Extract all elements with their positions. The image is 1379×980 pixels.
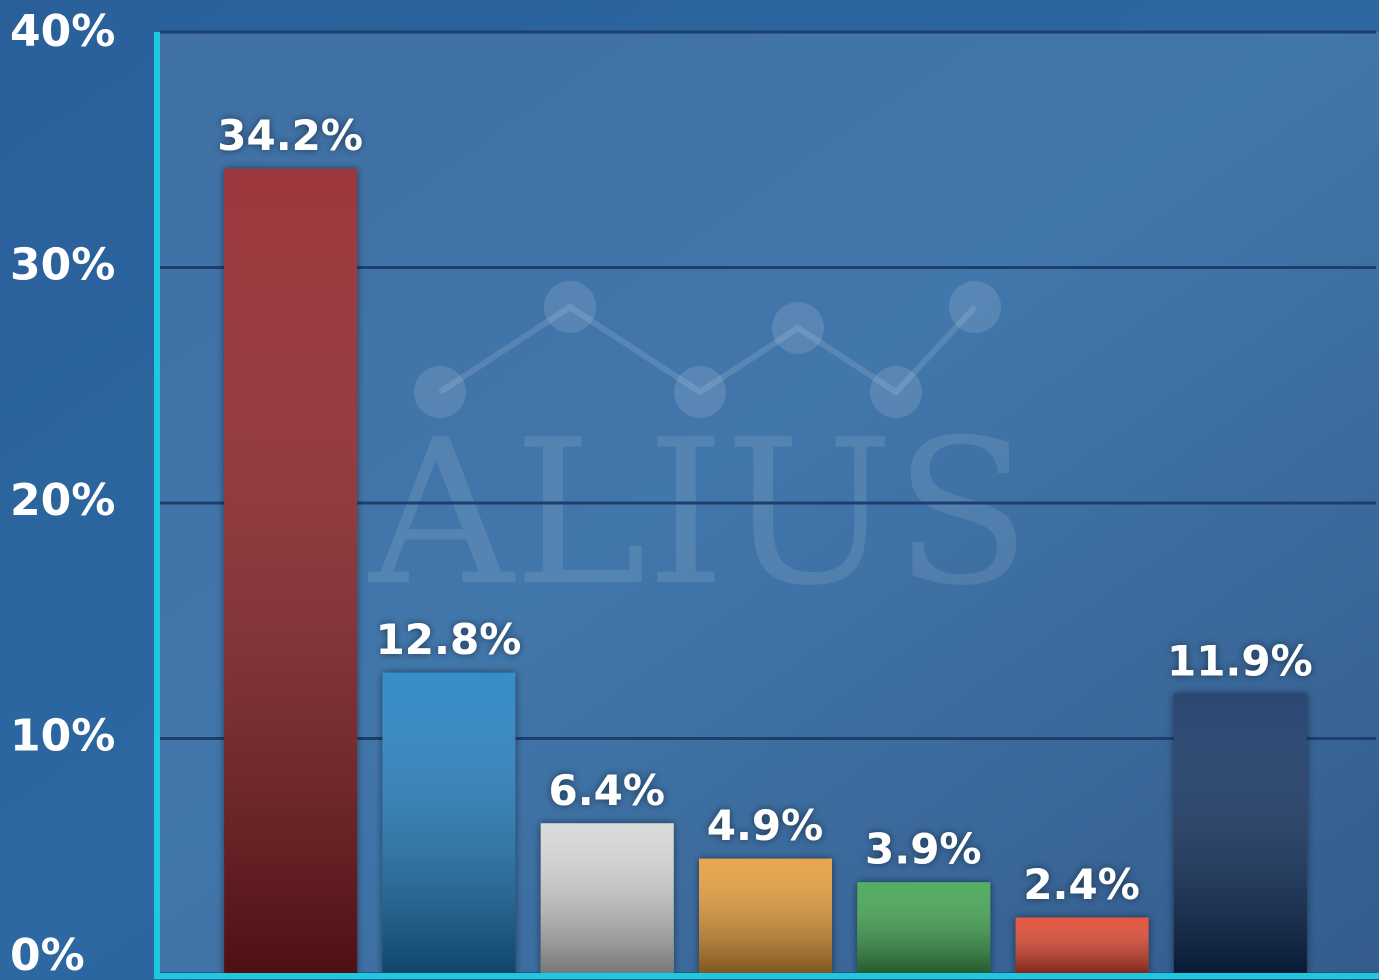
y-tick-label: 20%	[10, 475, 115, 526]
bar	[541, 823, 674, 974]
y-tick-label: 0%	[10, 930, 85, 980]
bar	[857, 882, 990, 974]
bar	[699, 859, 832, 974]
value-label: 34.2%	[217, 111, 363, 160]
bar	[1174, 694, 1307, 974]
watermark: ALIUS	[367, 397, 1031, 630]
y-tick-label: 30%	[10, 240, 115, 291]
value-label: 4.9%	[707, 801, 823, 850]
value-label: 12.8%	[376, 615, 522, 664]
value-label: 6.4%	[548, 766, 664, 815]
bar	[382, 673, 515, 974]
y-tick-label: 10%	[10, 711, 115, 762]
chart: ALIUS 0% 10% 20% 30% 40% 34.2% 12.8% 6.4% 4.9% 3.…	[0, 0, 1379, 980]
value-label: 3.9%	[865, 825, 981, 874]
y-tick-label: 40%	[10, 6, 115, 57]
value-label: 11.9%	[1167, 636, 1313, 685]
bar	[224, 169, 357, 974]
bar	[1016, 917, 1149, 974]
value-label: 2.4%	[1023, 860, 1139, 909]
